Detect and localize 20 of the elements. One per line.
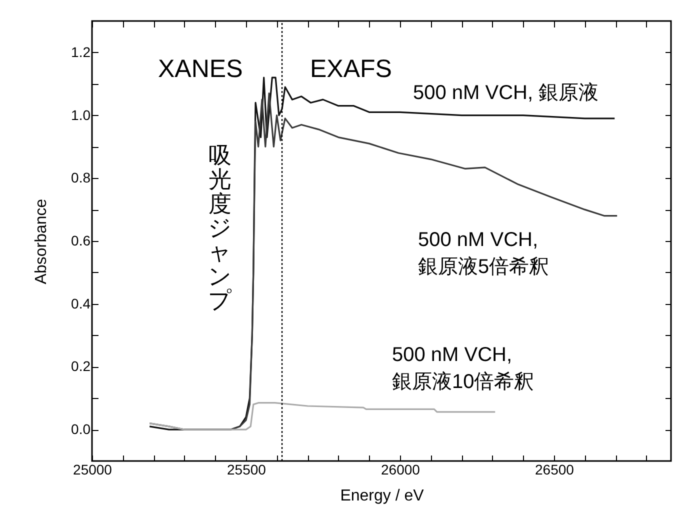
y-tick-label: 0.0 <box>71 421 91 438</box>
y-tick-label: 0.2 <box>71 358 91 374</box>
x-tick-label: 25500 <box>227 462 266 478</box>
y-tick-label: 0.8 <box>71 170 91 186</box>
y-tick-label: 1.2 <box>71 44 91 60</box>
y-tick-label: 0.6 <box>71 232 91 248</box>
series-label: 500 nM VCH, 銀原液5倍希釈 <box>418 229 550 278</box>
x-axis-title: Energy / eV <box>340 488 424 504</box>
y-tick-label: 1.0 <box>71 106 91 123</box>
y-axis-title: Absorbance <box>33 198 50 284</box>
line-series <box>148 402 496 430</box>
annotation: 吸光度ジャンプ <box>208 142 232 313</box>
series-label: 500 nM VCH, 銀原液10倍希釈 <box>392 344 534 393</box>
series-label: 500 nM VCH, 銀原液 <box>413 82 599 104</box>
annotation: XANES <box>158 55 243 83</box>
y-tick-label: 0.4 <box>71 295 91 312</box>
x-tick-label: 26500 <box>535 462 574 478</box>
x-tick-label: 25000 <box>73 462 112 478</box>
annotation: EXAFS <box>310 55 392 83</box>
x-tick-label: 26000 <box>381 462 420 478</box>
